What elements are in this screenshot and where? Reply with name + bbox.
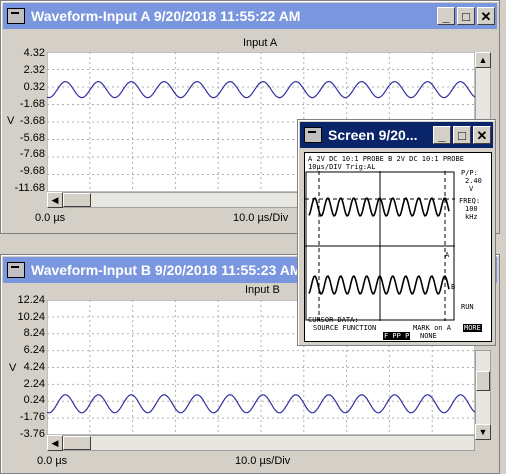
lcd-trace-a [308,197,450,217]
maximize-button[interactable]: □ [453,126,471,144]
time-start-a: 0.0 µs [35,212,66,224]
minimize-button[interactable]: _ [433,126,451,144]
y-tick-label: 12.24 [17,294,45,306]
y-tick-label: -3.68 [19,114,45,127]
y-tick-label: -7.68 [19,148,45,161]
lcd-cursor-data: CURSOR DATA: [308,316,359,324]
y-tick-label: 10.24 [17,310,45,323]
close-button[interactable]: ✕ [473,126,491,144]
y-tick-label: 4.32 [23,47,45,59]
y-tick-label: -9.68 [19,165,45,178]
time-div-a: 10.0 µs/Div [233,212,289,224]
vertical-scrollbar-b[interactable]: ▼ [475,350,491,440]
lcd-header-channels: A 2V DC 10:1 PROBE B 2V DC 10:1 PROBE [308,155,464,163]
lcd-source-function: SOURCE FUNCTION [313,324,377,332]
lcd-mark-on: MARK on A [413,324,451,332]
lcd-pp-value: 2.40 [465,177,482,185]
lcd-run-status: RUN [461,303,474,311]
lcd-none: NONE [420,332,437,340]
y-tick-label: -5.68 [19,131,45,144]
window-title-screen: Screen 9/20... [328,127,418,143]
lcd-header-timebase: 10µs/DIV Trig:AL [308,163,376,171]
y-tick-label: 8.24 [23,327,45,340]
lcd-f-pp: F PP P [383,332,411,340]
lcd-pp-label: P/P: [461,169,478,177]
title-bar-a[interactable]: Waveform-Input A 9/20/2018 11:55:22 AM _… [3,3,497,29]
scroll-thumb-b[interactable] [63,436,91,450]
y-tick-label: -1.76 [19,410,45,423]
minimize-button[interactable]: _ [437,7,455,25]
lcd-freq-value: 100 [465,205,478,213]
lcd-trace-b [308,275,450,295]
scroll-thumb-b-vertical[interactable] [476,371,490,391]
plot-title-a: Input A [243,37,278,49]
waveform-trace [47,80,475,99]
y-tick-label: 6.24 [23,344,45,357]
scroll-thumb-a[interactable] [63,193,91,207]
scroll-left-button[interactable]: ◀ [47,435,63,451]
time-div-b: 10.0 µs/Div [235,455,291,467]
lcd-marker-b: B [451,283,456,291]
scope-app-icon [304,127,322,143]
unit-label-b: V [9,362,17,374]
lcd-pp-unit: V [469,185,474,193]
scope-lcd-display: A 2V DC 10:1 PROBE B 2V DC 10:1 PROBE 10… [304,152,492,342]
scroll-down-button[interactable]: ▼ [475,424,491,440]
window-title-b: Waveform-Input B 9/20/2018 11:55:23 AM [31,262,302,278]
y-tick-label: 2.24 [23,377,45,390]
y-tick-label: 4.24 [23,360,45,373]
lcd-more: MORE [463,324,482,332]
y-tick-label: 2.32 [23,63,45,76]
screen-window: Screen 9/20... _ □ ✕ A 2V DC 10:1 PROBE … [297,119,496,346]
lcd-freq-unit: kHz [465,213,478,221]
lcd-traces [305,171,455,321]
scope-app-icon [7,8,25,24]
y-tick-label: 0.24 [23,394,45,407]
title-bar-screen[interactable]: Screen 9/20... _ □ ✕ [300,122,493,148]
waveform-trace [47,394,475,414]
scroll-left-button[interactable]: ◀ [47,192,63,208]
scope-app-icon [7,262,25,278]
horizontal-scrollbar-b[interactable]: ◀ [47,435,475,451]
lcd-freq-label: FREQ: [459,197,481,205]
y-tick-label: -1.68 [19,97,45,110]
y-tick-label: 0.32 [23,80,45,93]
waveform-window-a: Waveform-Input A 9/20/2018 11:55:22 AM _… [0,0,500,234]
unit-label-a: V [7,115,15,127]
plot-title-b: Input B [245,284,280,296]
time-start-b: 0.0 µs [37,455,68,467]
close-button[interactable]: ✕ [477,7,495,25]
maximize-button[interactable]: □ [457,7,475,25]
y-tick-label: -3.76 [19,427,45,440]
window-title-a: Waveform-Input A 9/20/2018 11:55:22 AM [31,8,301,24]
scroll-up-button[interactable]: ▲ [475,52,491,68]
y-tick-label: -11.68 [14,182,45,195]
lcd-marker-a: A [445,251,450,259]
